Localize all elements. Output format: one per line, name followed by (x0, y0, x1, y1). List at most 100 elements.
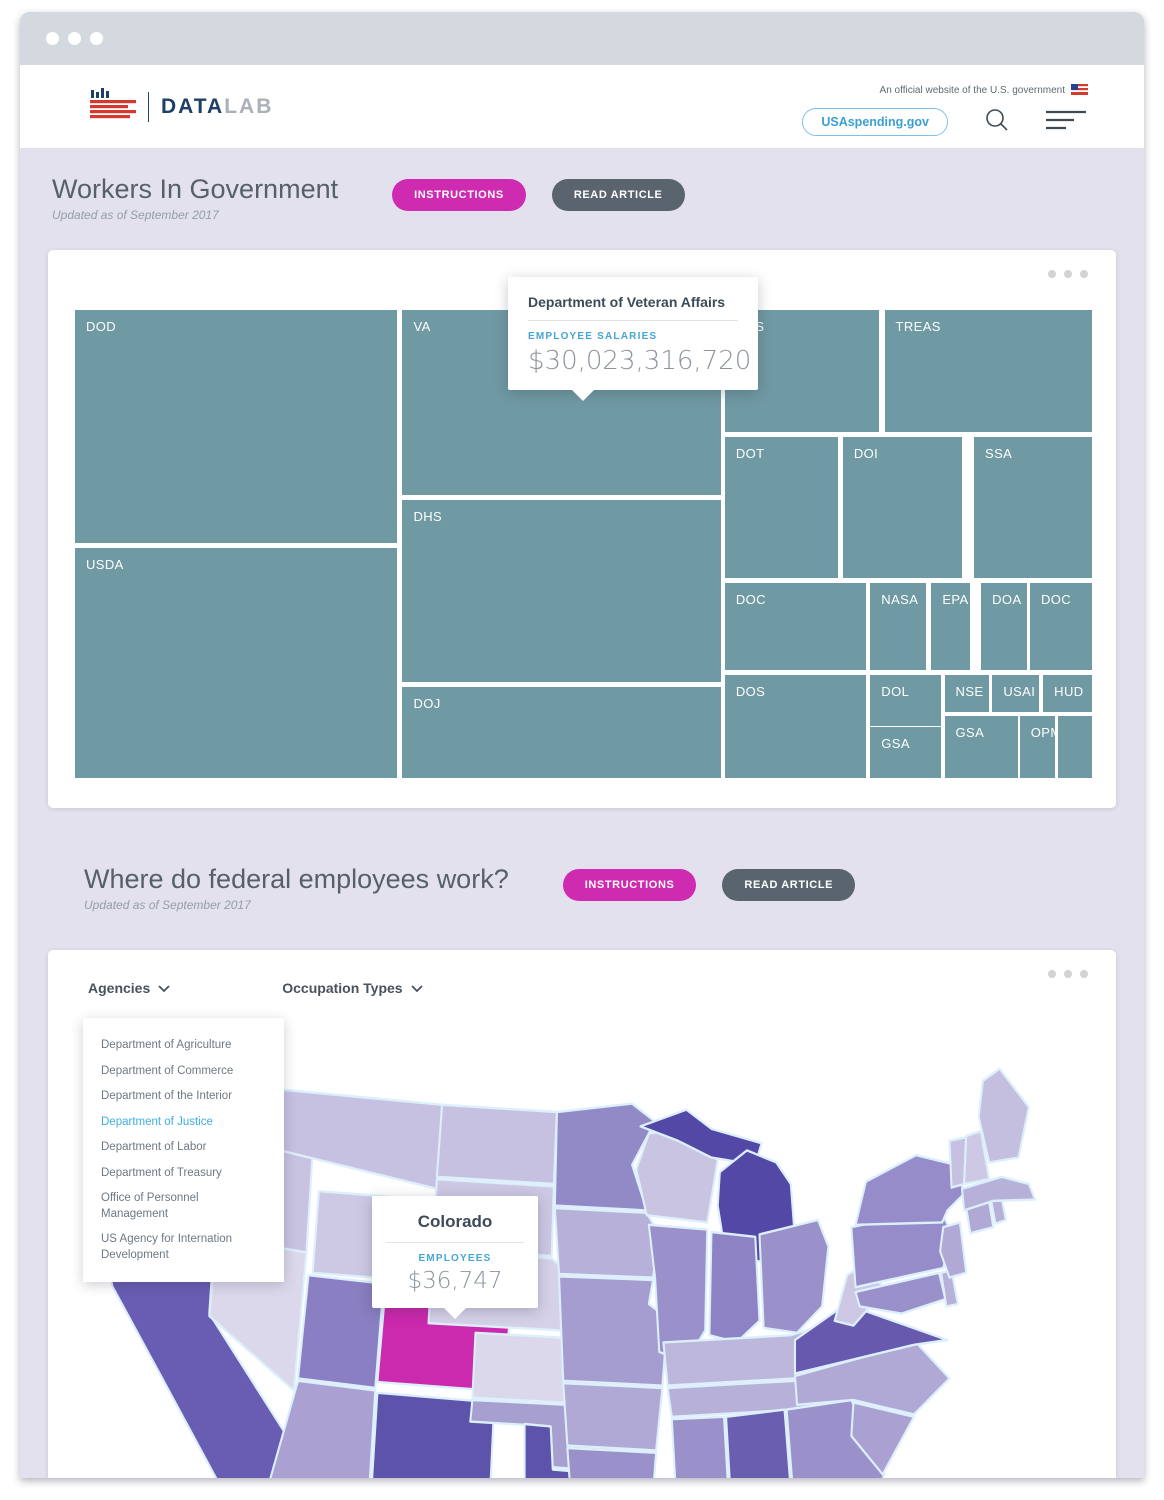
state-ms[interactable] (670, 1415, 730, 1478)
treemap-cell-nasa[interactable]: NASA (870, 582, 927, 670)
state-la[interactable] (566, 1446, 669, 1478)
tooltip-title: Department of Veteran Affairs (528, 294, 738, 321)
state-ia[interactable] (553, 1206, 661, 1279)
card-menu-dots[interactable] (1048, 270, 1088, 278)
card-menu-dots[interactable] (1048, 970, 1088, 978)
us-flag-icon (1071, 83, 1088, 98)
treemap-cell-label: DOT (735, 445, 765, 461)
state-nm[interactable] (369, 1391, 496, 1478)
treemap-cell-dot[interactable]: DOT (724, 436, 838, 578)
treemap-cell-label: DOD (86, 319, 117, 334)
treemap-cell-doc[interactable]: DOC (724, 582, 867, 670)
menu-icon[interactable] (1046, 109, 1088, 136)
treemap-cell-doj[interactable]: DOJ (402, 687, 721, 778)
state-al[interactable] (725, 1408, 793, 1478)
treemap-cell-dod[interactable]: DOD (75, 310, 398, 544)
map-tooltip: Colorado EMPLOYEES $36,747 (372, 1196, 538, 1319)
treemap-cell-label: NSE (955, 684, 984, 700)
treemap-cell-blank[interactable] (1058, 716, 1092, 778)
state-oh[interactable] (758, 1218, 830, 1334)
state-ny[interactable] (854, 1154, 966, 1226)
traffic-light-dot[interactable] (46, 32, 59, 45)
treemap-cell-usai[interactable]: USAI (992, 675, 1040, 712)
treemap-cell-dos[interactable]: DOS (724, 675, 867, 778)
state-md[interactable] (854, 1271, 947, 1315)
treemap-cell-label: HUD (1054, 684, 1084, 700)
treemap-cell-label: DOC (1040, 591, 1072, 607)
treemap-cell-nse[interactable]: NSE (944, 675, 990, 712)
updated-label: Updated as of September 2017 (52, 208, 219, 222)
state-mo[interactable] (557, 1275, 669, 1387)
search-icon[interactable] (984, 107, 1010, 138)
treemap-cell-label: SSA (985, 445, 1013, 461)
traffic-light-dot[interactable] (90, 32, 103, 45)
section-map-header: Where do federal employees work? Updated… (20, 864, 1144, 912)
tooltip-value: $30,023,316,720 (528, 346, 752, 376)
agency-dropdown-item[interactable]: Department of Agriculture (101, 1039, 232, 1051)
agency-dropdown-item[interactable]: Department of the Interior (101, 1090, 233, 1103)
agency-dropdown-item[interactable]: Office of Personnel Management (101, 1192, 199, 1220)
state-wi[interactable] (635, 1127, 719, 1224)
treemap-cell-dhs[interactable]: DHS (402, 500, 721, 683)
state-sc[interactable] (850, 1401, 916, 1476)
logo-separator (148, 91, 149, 122)
treemap-cell-treas[interactable]: TREAS (884, 310, 1092, 433)
state-mn[interactable] (553, 1102, 657, 1212)
treemap-tooltip: Department of Veteran Affairs EMPLOYEE S… (508, 277, 758, 401)
treemap-cell-label: DOL (881, 684, 910, 700)
treemap-card: DODUSDAVADHSDOJHHSTREASDOTDOISSADOCNASAE… (48, 250, 1116, 808)
map-card: Agencies Occupation Types Department of … (48, 950, 1116, 1478)
traffic-light-dot[interactable] (68, 32, 81, 45)
tooltip-metric-label: EMPLOYEES (418, 1253, 492, 1264)
page-title: Where do federal employees work? (84, 864, 509, 894)
agency-dropdown-item[interactable]: US Agency for Internation Development (101, 1233, 233, 1261)
state-nh[interactable] (963, 1130, 991, 1186)
instructions-button[interactable]: INSTRUCTIONS (392, 179, 526, 211)
state-nd[interactable] (435, 1103, 558, 1186)
usaspending-button[interactable]: USAspending.gov (802, 108, 948, 136)
treemap-cell-gsa[interactable]: GSA (870, 726, 942, 778)
agency-dropdown-item[interactable]: Department of Treasury (101, 1166, 222, 1179)
agencies-filter[interactable]: Agencies (88, 980, 170, 996)
read-article-button[interactable]: READ ARTICLE (551, 179, 685, 211)
treemap-cell-label: OPM (1030, 725, 1062, 741)
state-ar[interactable] (562, 1382, 664, 1452)
treemap-cell-label: USAI (1003, 684, 1036, 700)
treemap-cell-usda[interactable]: USDA (75, 548, 398, 778)
treemap-cell-hud[interactable]: HUD (1043, 675, 1092, 712)
state-nj[interactable] (939, 1221, 968, 1279)
map-filterbar: Agencies Occupation Types (48, 950, 1116, 996)
state-az[interactable] (267, 1379, 377, 1478)
agency-dropdown-item[interactable]: Department of Commerce (101, 1064, 234, 1077)
state-ri[interactable] (990, 1197, 1007, 1225)
state-ma[interactable] (960, 1175, 1037, 1212)
treemap-cell-doa[interactable]: DOA (981, 582, 1027, 670)
treemap: DODUSDAVADHSDOJHHSTREASDOTDOISSADOCNASAE… (75, 310, 1092, 778)
state-in[interactable] (708, 1230, 761, 1344)
flag-bars-icon (90, 87, 136, 126)
treemap-cell-label: DOJ (413, 696, 441, 712)
occupation-types-filter[interactable]: Occupation Types (282, 980, 423, 996)
chevron-down-icon (410, 980, 423, 996)
treemap-cell-opm[interactable]: OPM (1019, 716, 1062, 778)
state-ut[interactable] (296, 1274, 385, 1390)
agency-dropdown-item[interactable]: Department of Labor (101, 1141, 207, 1154)
agency-dropdown-item[interactable]: Department of Justice (101, 1115, 213, 1128)
treemap-cell-gsa[interactable]: GSA (944, 716, 1018, 778)
treemap-cell-doc[interactable]: DOC (1029, 582, 1092, 670)
treemap-cell-doi[interactable]: DOI (842, 436, 962, 578)
treemap-cell-label: NASA (881, 591, 919, 607)
treemap-cell-label: DOA (992, 591, 1022, 607)
treemap-cell-dol[interactable]: DOL (870, 675, 942, 727)
treemap-cell-label: EPA (942, 591, 969, 607)
updated-label: Updated as of September 2017 (84, 898, 251, 912)
state-tx[interactable] (523, 1422, 693, 1478)
treemap-cell-label: VA (413, 319, 431, 334)
state-me[interactable] (977, 1067, 1030, 1164)
treemap-cell-ssa[interactable]: SSA (974, 436, 1092, 578)
treemap-cell-epa[interactable]: EPA (931, 582, 970, 670)
window-titlebar (20, 12, 1144, 65)
datalab-logo[interactable]: DATALAB (90, 87, 273, 126)
instructions-button[interactable]: INSTRUCTIONS (562, 869, 697, 901)
read-article-button[interactable]: READ ARTICLE (722, 869, 856, 901)
